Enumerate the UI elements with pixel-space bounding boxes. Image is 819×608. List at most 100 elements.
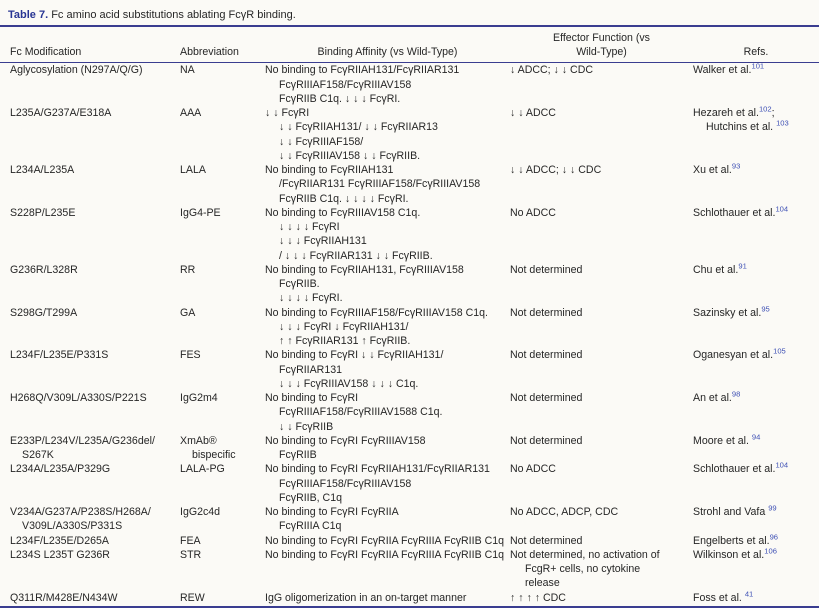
citation-link[interactable]: 101: [751, 61, 765, 71]
binding-affinity-cell-line: IgG oligomerization in an on-target mann…: [265, 591, 467, 604]
fc-modification-cell-line: Q311R/M428E/N434W: [10, 591, 118, 604]
effector-function-cell: ↑ ↑ ↑ ↑ CDC: [510, 591, 693, 605]
binding-affinity-cell: No binding to FcγRIIAH131/FcγRIIAR131 Fc…: [265, 163, 510, 206]
binding-affinity-cell-line: No binding to FcγRI ↓ ↓ FcγRIIAH131/: [265, 349, 444, 362]
binding-affinity-cell-line: FcγRIIB, C1q: [279, 491, 342, 504]
effector-function-cell-line: ↓ ↓ ADCC: [510, 107, 556, 120]
reference-text: Sazinsky et al.: [693, 306, 762, 319]
abbreviation-cell: LALA: [180, 163, 265, 206]
citation-link[interactable]: 102: [758, 104, 772, 114]
abbreviation-cell: FES: [180, 348, 265, 391]
abbreviation-cell: NA: [180, 63, 265, 106]
effector-function-cell-line: Not determined: [510, 349, 583, 362]
reference: Oganesyan et al.105: [693, 348, 819, 362]
table-row: L234A/L235A LALA No binding to FcγRIIAH131…: [0, 161, 819, 206]
binding-affinity-cell: No binding to FcγRI FcγRIIIAF158/FcγRIIIA…: [265, 391, 510, 434]
abbreviation-cell: RR: [180, 263, 265, 306]
fc-modification-cell: V234A/G237A/P238S/H268A/V309L/A330S/P331…: [0, 505, 180, 534]
reference-text: Schlothauer et al.: [693, 206, 776, 219]
table-caption-label: Table 7.: [8, 9, 49, 21]
fc-modification-cell: L235A/G237A/E318A: [0, 106, 180, 163]
binding-affinity-cell-line: FcγRIIIA C1q: [279, 520, 342, 533]
binding-affinity-cell: No binding to FcγRIIIAV158 C1q. ↓ ↓ ↓ ↓ F…: [265, 206, 510, 263]
binding-affinity-cell-line: No binding to FcγRIIAH131: [265, 164, 394, 177]
binding-affinity-cell-line: ↓ ↓ ↓ FcγRIIIAV158 ↓ ↓ ↓ C1q.: [279, 377, 419, 390]
citation-link[interactable]: 105: [773, 346, 786, 356]
abbreviation-cell-line: LALA: [180, 164, 206, 177]
binding-affinity-cell-line: ↓ ↓ ↓ ↓ FcγRI.: [279, 292, 343, 305]
abbreviation-cell: IgG2m4: [180, 391, 265, 434]
table-bottom-rule: [0, 605, 819, 608]
binding-affinity-cell: No binding to FcγRI ↓ ↓ FcγRIIAH131/FcγR…: [265, 348, 510, 391]
table-body: Aglycosylation (N297A/Q/G) NA No binding t…: [0, 63, 819, 605]
reference-text: Moore et al.: [693, 434, 752, 447]
abbreviation-cell: XmAb® bispecific: [180, 434, 265, 463]
citation-link[interactable]: 96: [769, 532, 779, 542]
citation-link[interactable]: 106: [764, 546, 777, 556]
effector-function-cell: ↓ ADCC; ↓ ↓ CDC: [510, 63, 693, 106]
reference: Sazinsky et al.95: [693, 304, 819, 320]
effector-function-cell-line: Not determined: [510, 392, 583, 405]
abbreviation-cell-line: FEA: [180, 534, 201, 547]
fc-modification-cell: E233P/L234V/L235A/G236del/S267K: [0, 434, 180, 463]
reference-text: Hutchins et al.: [706, 121, 777, 134]
table-row: V234A/G237A/P238S/H268A/V309L/A330S/P331…: [0, 503, 819, 534]
fc-modification-cell-line: G236R/L328R: [10, 263, 78, 276]
reference-text: Xu et al.: [693, 164, 732, 177]
effector-function-cell: Not determined: [510, 534, 693, 548]
refs-cell: Walker et al.101: [693, 63, 819, 106]
effector-function-cell: ↓ ↓ ADCC; ↓ ↓ CDC: [510, 163, 693, 206]
fc-modification-cell-line: L234S L235T G236R: [10, 548, 110, 561]
effector-function-cell: ↓ ↓ ADCC: [510, 106, 693, 163]
citation-link[interactable]: 104: [775, 204, 789, 214]
reference: Foss et al. 41: [693, 589, 819, 605]
reference-text: Chu et al.: [693, 263, 739, 276]
binding-affinity-cell: No binding to FcγRI FcγRIIA FcγRIIIA C1q: [265, 505, 510, 534]
table-row: L235A/G237A/E318A AAA ↓ ↓ FcγRI ↓ ↓ FcγRIIA…: [0, 104, 819, 163]
fc-modification-cell: L234A/L235A/P329G: [0, 462, 180, 505]
fc-modification-cell-line: S298G/T299A: [10, 306, 78, 319]
header-abbreviation: Abbreviation: [180, 46, 239, 59]
citation-link[interactable]: 94: [751, 432, 761, 442]
header-binding-affinity: Binding Affinity (vs Wild-Type): [317, 46, 458, 59]
citation-link[interactable]: 95: [761, 304, 770, 314]
citation-link[interactable]: 104: [775, 460, 789, 470]
refs-cell: An et al.98: [693, 389, 819, 434]
abbreviation-cell-line: FES: [180, 349, 201, 362]
table-caption-text: Fc amino acid substitutions ablating Fcγ…: [48, 9, 296, 21]
table-row: G236R/L328R RR No binding to FcγRIIAH131, …: [0, 261, 819, 306]
citation-link[interactable]: 103: [776, 118, 789, 128]
citation-link[interactable]: 99: [768, 503, 777, 513]
fc-modification-cell: L234S L235T G236R: [0, 548, 180, 591]
abbreviation-cell-line: NA: [180, 64, 195, 77]
binding-affinity-cell: No binding to FcγRIIAH131/FcγRIIAR131 Fcγ…: [265, 63, 510, 106]
effector-function-cell-line: Not determined: [510, 534, 583, 547]
fc-modification-cell-line: E233P/L234V/L235A/G236del/: [10, 434, 155, 447]
table-row: Aglycosylation (N297A/Q/G) NA No binding t…: [0, 63, 819, 106]
effector-function-cell-line: Not determined, no activation of: [510, 548, 660, 561]
abbreviation-cell: AAA: [180, 106, 265, 163]
fc-modification-cell-line: V234A/G237A/P238S/H268A/: [10, 506, 151, 519]
fc-modification-cell-line: V309L/A330S/P331S: [22, 520, 123, 533]
reference-text: An et al.: [693, 392, 732, 405]
effector-function-cell-line: No ADCC: [510, 206, 556, 219]
effector-function-cell-line: ↓ ADCC; ↓ ↓ CDC: [510, 64, 593, 77]
reference-punctuation: ;: [771, 107, 775, 120]
effector-function-cell: No ADCC, ADCP, CDC: [510, 505, 693, 534]
abbreviation-cell: GA: [180, 306, 265, 349]
refs-cell: Strohl and Vafa 99: [693, 503, 819, 534]
fc-modification-cell-line: L234F/L235E/P331S: [10, 349, 109, 362]
reference: Schlothauer et al.104: [693, 204, 819, 220]
citation-link[interactable]: 93: [731, 161, 741, 171]
refs-cell: Sazinsky et al.95: [693, 304, 819, 349]
citation-link[interactable]: 98: [731, 389, 741, 399]
abbreviation-cell-line: LALA-PG: [180, 463, 225, 476]
effector-function-cell: Not determined: [510, 306, 693, 349]
binding-affinity-cell-line: ↑ ↑ FcγRIIAR131 ↑ FcγRIIB.: [279, 335, 411, 348]
binding-affinity-cell-line: No binding to FcγRI FcγRIIIAV158: [265, 434, 426, 447]
table-row: S228P/L235E IgG4-PE No binding to FcγRIIIA…: [0, 204, 819, 263]
binding-affinity-cell-line: FcγRIIIAF158/FcγRIIIAV1588 C1q.: [279, 406, 443, 419]
citation-link[interactable]: 41: [744, 589, 754, 599]
effector-function-cell: No ADCC: [510, 462, 693, 505]
citation-link[interactable]: 91: [738, 261, 747, 271]
